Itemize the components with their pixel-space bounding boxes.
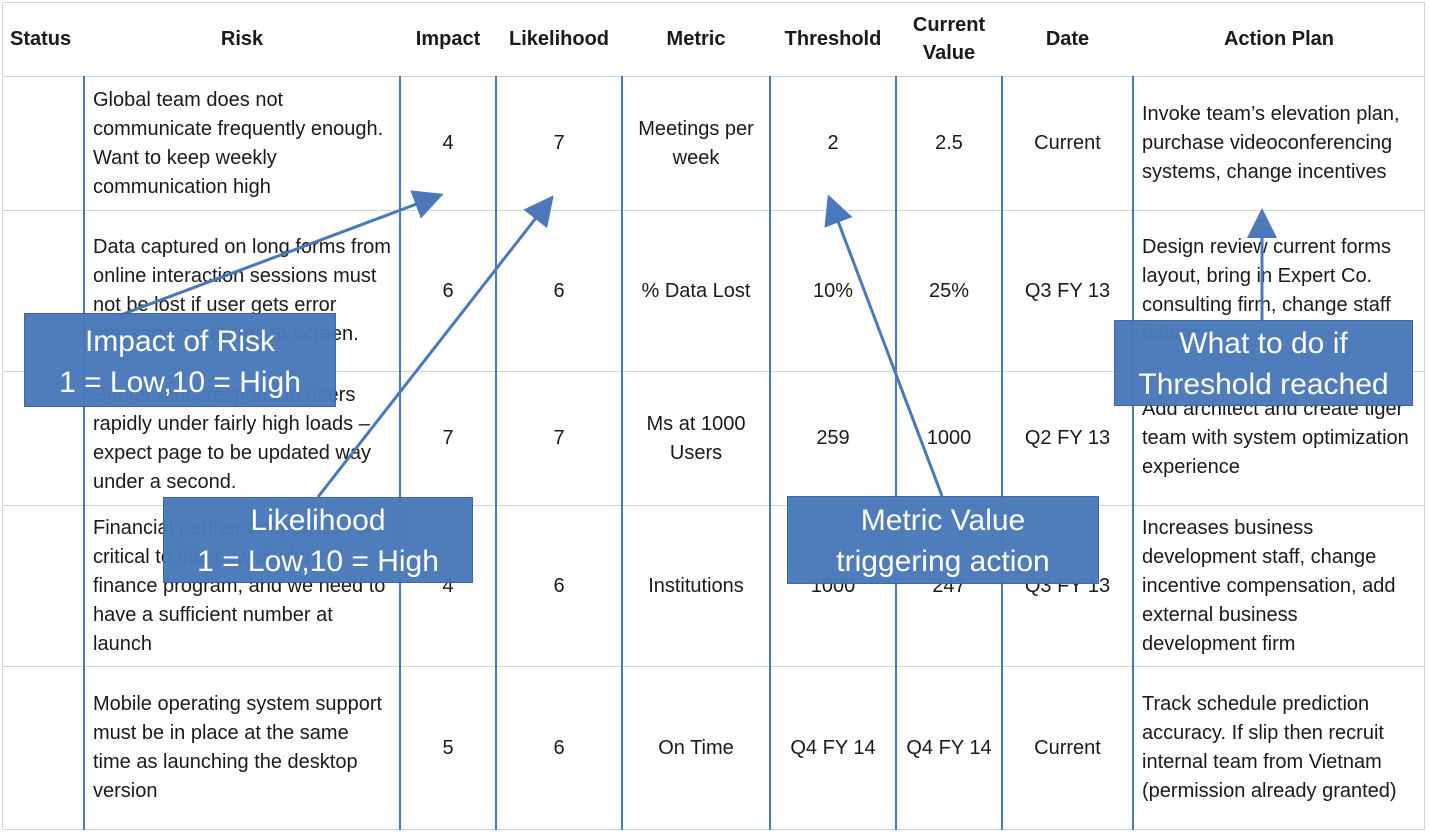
cell-likelihood: 7: [495, 371, 622, 506]
cell-impact: 5: [399, 666, 496, 830]
cell-date: Q3 FY 13: [1001, 210, 1133, 372]
impact-callout-line1: Impact of Risk: [84, 325, 276, 358]
likelihood-callout-line1: Likelihood: [250, 504, 386, 537]
action-callout-line1: What to do if: [1179, 327, 1348, 360]
cell-metric: On Time: [621, 666, 770, 830]
header-current-value-line1: Current: [912, 14, 986, 36]
header-threshold: Threshold: [770, 2, 896, 77]
header-current-value: Current Value: [896, 2, 1002, 77]
cell-metric: Institutions: [621, 505, 770, 667]
cell-metric: Ms at 1000 Users: [621, 371, 770, 506]
cell-risk: Mobile operating system support must be …: [83, 666, 400, 830]
cell-threshold: 10%: [769, 210, 896, 372]
metric-callout: Metric Value triggering action: [787, 496, 1099, 584]
header-date: Date: [1002, 2, 1133, 77]
header-metric: Metric: [622, 2, 770, 77]
cell-action-plan: Track schedule prediction accuracy. If s…: [1132, 666, 1425, 830]
header-current-value-line2: Value: [922, 42, 976, 64]
table-row: Mobile operating system support must be …: [2, 666, 1425, 830]
cell-impact: 6: [399, 210, 496, 372]
cell-likelihood: 7: [495, 76, 622, 211]
cell-action-plan: Increases business development staff, ch…: [1132, 505, 1425, 667]
cell-current-value: 1000: [895, 371, 1002, 506]
cell-status: [2, 666, 84, 830]
likelihood-callout: Likelihood 1 = Low,10 = High: [163, 497, 473, 583]
cell-current-value: 25%: [895, 210, 1002, 372]
header-risk: Risk: [84, 2, 400, 77]
cell-threshold: Q4 FY 14: [769, 666, 896, 830]
table-row: Global team does not communicate frequen…: [2, 76, 1425, 211]
header-status: Status: [2, 2, 84, 77]
cell-date: Current: [1001, 666, 1133, 830]
likelihood-callout-line2: 1 = Low,10 = High: [197, 545, 439, 578]
impact-callout: Impact of Risk 1 = Low,10 = High: [24, 313, 336, 407]
cell-current-value: 2.5: [895, 76, 1002, 211]
action-callout: What to do if Threshold reached: [1114, 320, 1413, 406]
cell-current-value: Q4 FY 14: [895, 666, 1002, 830]
cell-action-plan: Invoke team’s elevation plan, purchase v…: [1132, 76, 1425, 211]
impact-callout-line2: 1 = Low,10 = High: [59, 366, 301, 399]
cell-likelihood: 6: [495, 505, 622, 667]
cell-metric: Meetings per week: [621, 76, 770, 211]
cell-threshold: 2: [769, 76, 896, 211]
action-callout-line2: Threshold reached: [1138, 368, 1389, 401]
header-row: Status Risk Impact Likelihood Metric Thr…: [2, 2, 1425, 77]
metric-callout-line1: Metric Value: [860, 504, 1026, 537]
cell-status: [2, 505, 84, 667]
header-action-plan: Action Plan: [1133, 2, 1425, 77]
cell-status: [2, 76, 84, 211]
cell-impact: 7: [399, 371, 496, 506]
cell-likelihood: 6: [495, 666, 622, 830]
cell-date: Current: [1001, 76, 1133, 211]
metric-callout-line2: triggering action: [836, 545, 1050, 578]
cell-risk: Global team does not communicate frequen…: [83, 76, 400, 211]
header-impact: Impact: [400, 2, 496, 77]
header-likelihood: Likelihood: [496, 2, 622, 77]
cell-threshold: 259: [769, 371, 896, 506]
cell-likelihood: 6: [495, 210, 622, 372]
cell-date: Q2 FY 13: [1001, 371, 1133, 506]
cell-impact: 4: [399, 76, 496, 211]
cell-metric: % Data Lost: [621, 210, 770, 372]
